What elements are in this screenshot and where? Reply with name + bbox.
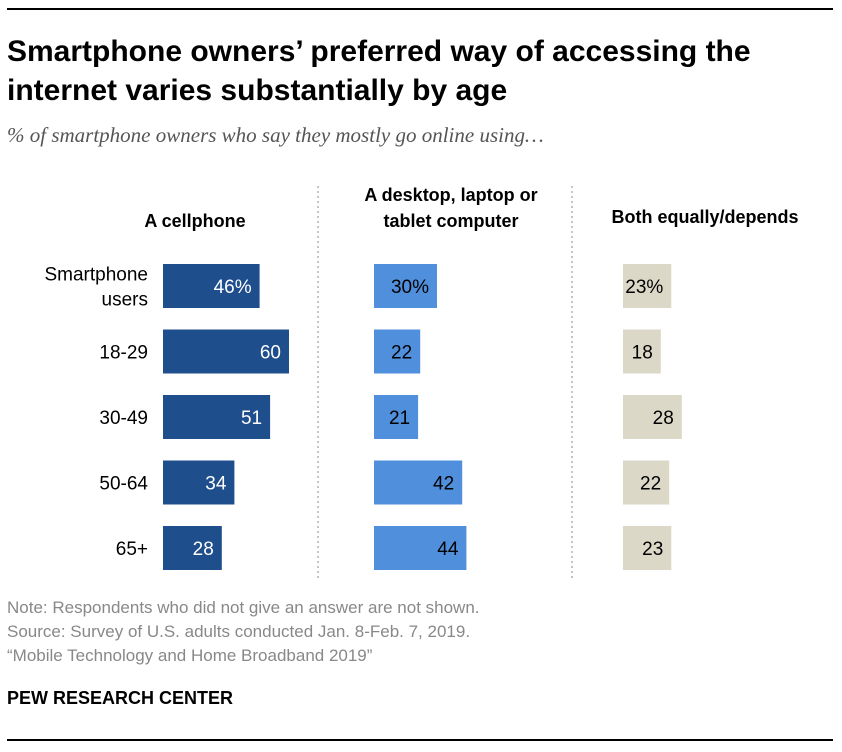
bar [374, 329, 421, 374]
bar [163, 329, 289, 374]
data-label: 46% [214, 277, 252, 298]
bar [163, 395, 271, 439]
category-label: 18-29 [99, 343, 148, 364]
bar [163, 264, 260, 308]
bar [374, 395, 419, 439]
bar [374, 526, 467, 570]
series-header-3: Both equally/depends [611, 207, 798, 227]
series-header-2: A desktop, laptop or [364, 185, 537, 205]
bar-chart: A cellphone A desktop, laptop or tablet co… [44, 185, 799, 578]
bar [623, 460, 670, 505]
data-label: 44 [437, 539, 459, 560]
bar [163, 526, 222, 570]
series-header-1: A cellphone [144, 211, 245, 231]
data-label: 28 [653, 408, 674, 429]
bottom-rule [7, 739, 833, 741]
note-text: Note: Respondents who did not give an an… [7, 598, 480, 617]
chart-notes: Note: Respondents who did not give an an… [7, 596, 480, 668]
data-label: 21 [389, 408, 410, 429]
top-rule [7, 8, 833, 10]
data-label: 51 [241, 408, 262, 429]
data-label: 34 [205, 474, 227, 495]
category-label: Smartphone [44, 265, 148, 286]
bar [374, 460, 463, 505]
bar [623, 395, 682, 439]
category-label: 30-49 [99, 408, 148, 429]
report-title: “Mobile Technology and Home Broadband 20… [7, 646, 373, 665]
data-label: 23 [642, 539, 663, 560]
data-label: 30% [391, 277, 429, 298]
brand-name: PEW RESEARCH CENTER [7, 688, 234, 708]
bar [623, 526, 672, 570]
series-header-2: tablet computer [383, 211, 518, 231]
data-label: 22 [391, 343, 412, 364]
bar [623, 264, 672, 308]
data-label: 18 [632, 343, 653, 364]
bar [163, 460, 235, 505]
bar [374, 264, 437, 308]
bar [623, 329, 661, 374]
data-label: 42 [433, 474, 454, 495]
source-text: Source: Survey of U.S. adults conducted … [7, 622, 471, 641]
category-label: 65+ [116, 539, 148, 560]
data-label: 28 [193, 539, 214, 560]
data-label: 23% [625, 277, 663, 298]
chart-title: Smartphone owners’ preferred way of acce… [7, 35, 751, 107]
data-label: 22 [640, 474, 661, 495]
chart-subtitle: % of smartphone owners who say they most… [7, 123, 544, 147]
data-label: 60 [260, 343, 281, 364]
category-label: users [102, 290, 148, 311]
category-label: 50-64 [99, 474, 148, 495]
